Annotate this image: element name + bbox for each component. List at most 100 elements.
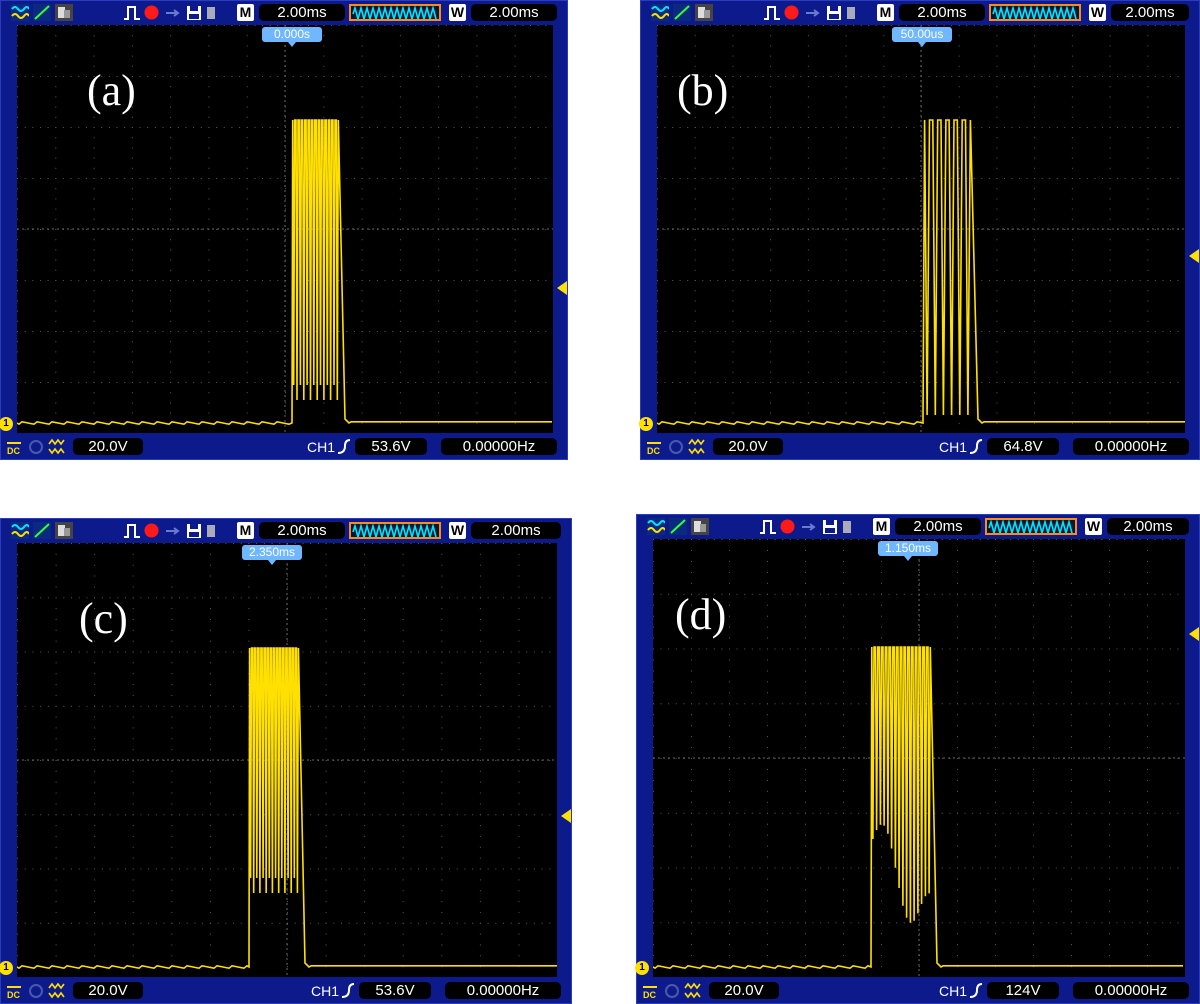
- save-icon[interactable]: [821, 518, 839, 535]
- trigger-position-marker[interactable]: 2.350ms: [242, 545, 302, 565]
- record-icon[interactable]: [143, 4, 160, 21]
- invert-icon[interactable]: [688, 438, 706, 455]
- oscilloscope-panel-c: M 2.00ms W 2.00ms (c) 2.350ms 1 DC 20.0V CH1 53.6V…: [0, 518, 572, 1004]
- channel1-ground-marker[interactable]: 1: [639, 417, 653, 431]
- panel-label: (d): [675, 590, 727, 639]
- memory-window-icon[interactable]: [989, 4, 1081, 23]
- pulse-trigger-icon[interactable]: [123, 522, 141, 539]
- record-icon[interactable]: [143, 522, 160, 539]
- trigger-level-arrow[interactable]: [557, 281, 567, 295]
- trigger-level-arrow[interactable]: [561, 809, 571, 823]
- dc-coupling-icon[interactable]: DC: [645, 439, 663, 456]
- volts-per-division[interactable]: 20.0V: [73, 982, 143, 999]
- main-timebase-value[interactable]: 2.00ms: [259, 4, 345, 21]
- pulse-trigger-icon[interactable]: [763, 4, 781, 21]
- top-toolbar: M 2.00ms W 2.00ms: [1, 519, 571, 543]
- memory-window-icon[interactable]: [349, 522, 441, 541]
- trigger-source-label: CH1: [307, 439, 336, 455]
- rising-edge-icon[interactable]: [969, 438, 983, 455]
- invert-icon[interactable]: [684, 982, 702, 999]
- display-mode-icon[interactable]: [55, 522, 73, 539]
- panel-label: (a): [87, 66, 136, 115]
- invert-icon[interactable]: [48, 438, 66, 455]
- window-timebase-value[interactable]: 2.00ms: [471, 522, 561, 539]
- main-timebase-value[interactable]: 2.00ms: [899, 4, 985, 21]
- window-timebase-value[interactable]: 2.00ms: [471, 4, 557, 21]
- bandwidth-limit-icon[interactable]: [668, 438, 684, 455]
- waveform-screen[interactable]: (c) 2.350ms: [17, 543, 557, 977]
- ramp-icon[interactable]: [33, 4, 51, 21]
- waveform-icon[interactable]: [11, 522, 30, 539]
- svg-text:DC: DC: [7, 446, 20, 455]
- trigger-level-value[interactable]: 53.6V: [355, 438, 427, 455]
- frequency-counter: 0.00000Hz: [1073, 982, 1189, 999]
- waveform-plot: [17, 543, 557, 977]
- rising-edge-icon[interactable]: [337, 438, 351, 455]
- rising-edge-icon[interactable]: [969, 982, 983, 999]
- channel1-ground-marker[interactable]: 1: [635, 961, 649, 975]
- volts-per-division[interactable]: 20.0V: [73, 438, 143, 455]
- window-timebase-value[interactable]: 2.00ms: [1111, 4, 1189, 21]
- channel1-trace: [17, 119, 552, 426]
- trigger-level-arrow[interactable]: [1189, 249, 1199, 263]
- waveform-screen[interactable]: (b) 50.00us: [657, 25, 1185, 433]
- dc-coupling-icon[interactable]: DC: [5, 439, 23, 456]
- invert-icon[interactable]: [48, 982, 66, 999]
- ramp-icon[interactable]: [33, 522, 51, 539]
- pulse-trigger-icon[interactable]: [123, 4, 141, 21]
- waveform-screen[interactable]: (a) 0.000s: [17, 25, 553, 433]
- window-timebase-label: W: [1089, 4, 1106, 21]
- ramp-icon[interactable]: [669, 518, 687, 535]
- memory-window-icon[interactable]: [985, 518, 1077, 537]
- trigger-level-value[interactable]: 124V: [987, 982, 1059, 999]
- frequency-counter: 0.00000Hz: [1073, 438, 1189, 455]
- dc-coupling-icon[interactable]: DC: [641, 983, 659, 1000]
- trigger-position-marker[interactable]: 50.00us: [892, 27, 952, 47]
- trigger-level-value[interactable]: 64.8V: [987, 438, 1059, 455]
- graticule: [657, 25, 1185, 433]
- save-icon[interactable]: [825, 4, 843, 21]
- trigger-position-marker[interactable]: 1.150ms: [878, 541, 938, 561]
- display-mode-icon[interactable]: [55, 4, 73, 21]
- pulse-trigger-icon[interactable]: [759, 518, 777, 535]
- trigger-source-label: CH1: [939, 983, 968, 999]
- bandwidth-limit-icon[interactable]: [28, 438, 44, 455]
- main-timebase-value[interactable]: 2.00ms: [895, 518, 981, 535]
- svg-text:DC: DC: [647, 446, 660, 455]
- main-timebase-value[interactable]: 2.00ms: [259, 522, 345, 539]
- bandwidth-limit-icon[interactable]: [28, 982, 44, 999]
- window-timebase-label: W: [1085, 518, 1102, 535]
- record-icon[interactable]: [779, 518, 796, 535]
- volts-per-division[interactable]: 20.0V: [709, 982, 779, 999]
- trigger-level-arrow[interactable]: [1189, 627, 1199, 641]
- display-mode-icon[interactable]: [695, 4, 713, 21]
- waveform-icon[interactable]: [647, 518, 666, 535]
- waveform-screen[interactable]: (d) 1.150ms: [653, 539, 1185, 977]
- volts-per-division[interactable]: 20.0V: [713, 438, 783, 455]
- display-mode-icon[interactable]: [691, 518, 709, 535]
- disk-icon: [206, 4, 216, 21]
- oscilloscope-panel-d: M 2.00ms W 2.00ms (d) 1.150ms 1 DC 20.0V CH1 124V 0…: [635, 514, 1200, 1004]
- save-icon[interactable]: [185, 4, 203, 21]
- memory-window-icon[interactable]: [349, 4, 441, 23]
- window-timebase-label: W: [449, 522, 466, 539]
- usb-icon: [164, 4, 182, 21]
- panel-label: (c): [79, 594, 128, 643]
- trigger-level-value[interactable]: 53.6V: [359, 982, 431, 999]
- waveform-icon[interactable]: [651, 4, 670, 21]
- window-timebase-value[interactable]: 2.00ms: [1107, 518, 1189, 535]
- bandwidth-limit-icon[interactable]: [664, 982, 680, 999]
- channel1-ground-marker[interactable]: 1: [0, 961, 13, 975]
- top-toolbar: M 2.00ms W 2.00ms: [637, 515, 1199, 539]
- channel1-ground-marker[interactable]: 1: [0, 417, 13, 431]
- ramp-icon[interactable]: [673, 4, 691, 21]
- record-icon[interactable]: [783, 4, 800, 21]
- waveform-icon[interactable]: [11, 4, 30, 21]
- graticule: [17, 25, 553, 433]
- rising-edge-icon[interactable]: [341, 982, 355, 999]
- trigger-position-marker[interactable]: 0.000s: [262, 27, 322, 47]
- save-icon[interactable]: [185, 522, 203, 539]
- top-toolbar: M 2.00ms W 2.00ms: [641, 1, 1199, 25]
- channel1-trace: [657, 119, 1185, 426]
- dc-coupling-icon[interactable]: DC: [5, 983, 23, 1000]
